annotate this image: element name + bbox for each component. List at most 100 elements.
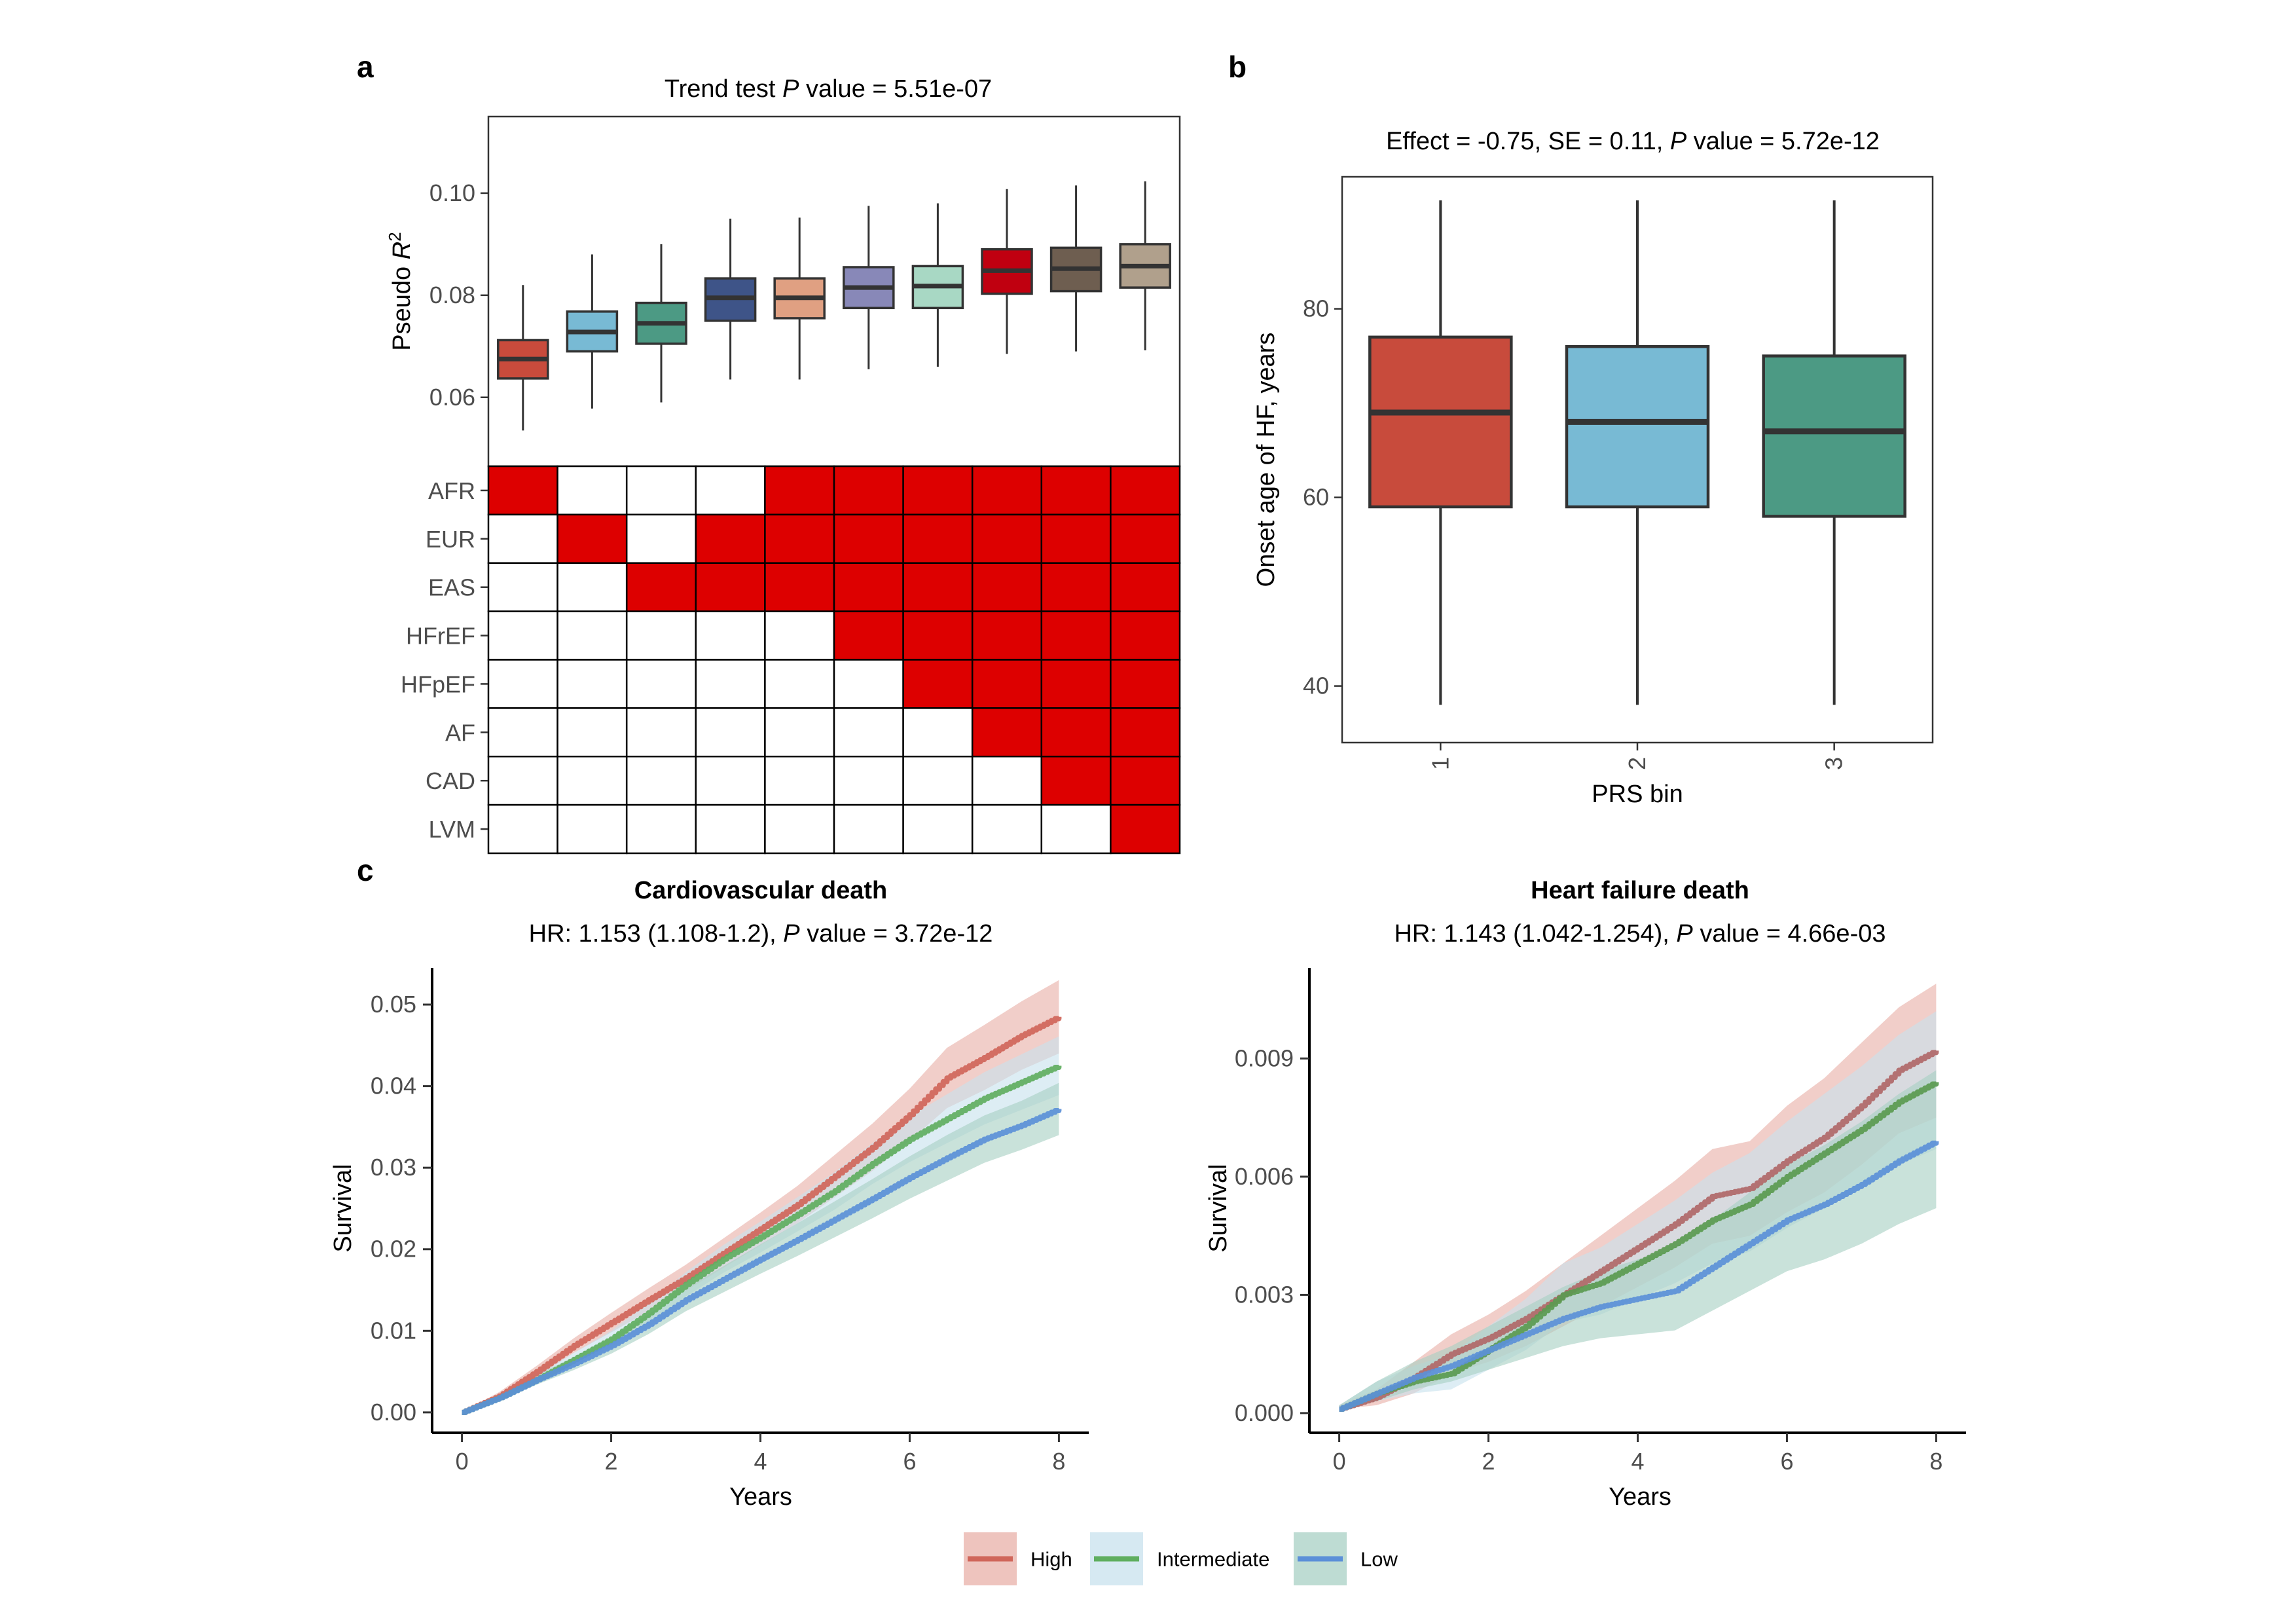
- cardiovascular-death-y-tick-label: 0.05: [371, 991, 416, 1018]
- panel-a-matrix-cell: [971, 562, 1043, 612]
- panel-a-matrix-cell: [695, 513, 766, 564]
- panel-a-matrix-cell: [487, 707, 558, 758]
- panel-a-matrix-cell: [1110, 659, 1181, 709]
- panel-a-matrix-cell: [487, 562, 558, 612]
- panel-b-y-tick-label: 80: [1303, 295, 1329, 322]
- panel-b-boxes: 1 2 3: [1368, 200, 1906, 770]
- heart-failure-death-line-low: [1339, 1140, 1939, 1412]
- panel-b-x-tick-label: 2: [1624, 757, 1650, 770]
- panel-a-matrix-cell: [487, 803, 558, 855]
- panel-b-box: [1565, 344, 1710, 509]
- cardiovascular-death-line-low: [462, 1108, 1062, 1415]
- cardiovascular-death-plot-area: 0.00 0.01 0.02 0.03 0.04 0.05 0 2 4 6 8: [371, 968, 1089, 1475]
- panel-a-matrix-cell: [902, 562, 974, 612]
- panel-a-matrix-cell: [625, 465, 697, 516]
- panel-a-matrix-cell: [625, 803, 697, 855]
- panel-c-label: c: [357, 853, 374, 887]
- heart-failure-death-x-tick-label: 8: [1929, 1448, 1942, 1475]
- heart-failure-death-line-high: [1339, 1050, 1939, 1412]
- panel-a-matrix-cell: [902, 465, 974, 516]
- panel-a-matrix-cell: [1040, 465, 1112, 516]
- panel-a-matrix-cell: [487, 659, 558, 709]
- panel-b-y-tick-label: 60: [1303, 484, 1329, 511]
- panel-a-matrix-cell: [487, 465, 558, 516]
- panel-b-y-axis: 40 60 80: [1303, 295, 1342, 699]
- heart-failure-death-y-tick-label: 0.006: [1235, 1163, 1294, 1190]
- panel-a-matrix-cell: [695, 465, 766, 516]
- panel-a-matrix-cell: [1110, 513, 1181, 564]
- cardiovascular-death-plot: Cardiovascular death HR: 1.153 (1.108-1.…: [329, 877, 1089, 1511]
- legend: High Intermediate Low: [964, 1532, 1398, 1585]
- panel-a-matrix-cell: [764, 756, 835, 806]
- panel-a-matrix-cell: [1110, 465, 1181, 516]
- panel-a-matrix-cell: [902, 803, 974, 855]
- heart-failure-death-plot: Heart failure death HR: 1.143 (1.042-1.2…: [1205, 877, 1966, 1511]
- panel-a-y-tick-label: 0.08: [429, 282, 475, 308]
- panel-a-matrix-cell: [556, 610, 628, 661]
- cardiovascular-death-x-tick-label: 0: [456, 1448, 469, 1475]
- cardiovascular-death-ci-band-low: [462, 1082, 1059, 1412]
- panel-b-box: [1368, 335, 1513, 509]
- panel-a-matrix-row-label: LVM: [429, 816, 475, 843]
- heart-failure-death-y-tick-label: 0.000: [1235, 1399, 1294, 1426]
- heart-failure-death-x-tick-label: 4: [1631, 1448, 1644, 1475]
- cardiovascular-death-x-tick-label: 4: [754, 1448, 767, 1475]
- panel-b-y-axis-title: Onset age of HF, years: [1252, 333, 1280, 587]
- panel-a-matrix-cell: [971, 756, 1043, 806]
- panel-a-matrix-row-label: HFpEF: [401, 671, 475, 697]
- panel-a-matrix-cell: [625, 610, 697, 661]
- panel-a-matrix-cell: [833, 465, 904, 516]
- panel-b-x-tick-label: 3: [1821, 757, 1848, 770]
- heart-failure-death-plot-area: 0.000 0.003 0.006 0.009 0 2 4 6 8: [1235, 968, 1966, 1475]
- panel-a-matrix-cell: [695, 803, 766, 855]
- panel-a-matrix-row-label: AF: [445, 719, 475, 746]
- panel-a-matrix-cell: [487, 756, 558, 806]
- panel-a-matrix-cell: [695, 562, 766, 612]
- panel-a-matrix-cell: [833, 756, 904, 806]
- panel-a-matrix-row-label: EAS: [428, 574, 475, 601]
- panel-a-matrix-cell: [1040, 513, 1112, 564]
- panel-b-box: [1762, 354, 1906, 518]
- cardiovascular-death-title: Cardiovascular death: [634, 877, 887, 904]
- panel-a-matrix-cell: [1040, 562, 1112, 612]
- panel-a-matrix-cell: [1040, 659, 1112, 709]
- panel-a-matrix-cell: [833, 659, 904, 709]
- panel-c: c Cardiovascular death HR: 1.153 (1.108-…: [329, 853, 1966, 1511]
- panel-a-matrix-cell: [902, 513, 974, 564]
- panel-a-matrix-row-label: AFR: [428, 477, 475, 504]
- panel-a-title: Trend test P value = 5.51e-07: [665, 75, 992, 103]
- legend-label-intermediate: Intermediate: [1157, 1548, 1269, 1571]
- panel-a-matrix-cell: [1110, 803, 1181, 855]
- panel-a-matrix-cell: [1110, 756, 1181, 806]
- panel-a-matrix-cell: [556, 803, 628, 855]
- panel-a-matrix-cell: [971, 803, 1043, 855]
- panel-b-y-tick-label: 40: [1303, 673, 1329, 699]
- heart-failure-death-ci-band-low: [1339, 1070, 1937, 1409]
- panel-a-y-axis: 0.06 0.08 0.10: [429, 179, 488, 411]
- legend-label-high: High: [1030, 1548, 1072, 1571]
- panel-b-label: b: [1228, 50, 1247, 84]
- panel-a-y-axis-title: Pseudo R2: [385, 232, 416, 350]
- panel-a-matrix-cell: [902, 707, 974, 758]
- panel-a-matrix-cell: [1040, 803, 1112, 855]
- panel-a-matrix-cell: [1040, 610, 1112, 661]
- panel-a-y-tick-label: 0.06: [429, 384, 475, 411]
- panel-a-matrix-cell: [764, 803, 835, 855]
- panel-a-y-tick-label: 0.10: [429, 179, 475, 206]
- panel-a-matrix-cell: [1040, 756, 1112, 806]
- panel-a-matrix-cell: [902, 756, 974, 806]
- legend-label-low: Low: [1360, 1548, 1398, 1571]
- heart-failure-death-y-tick-label: 0.003: [1235, 1281, 1294, 1308]
- cardiovascular-death-ci-band-intermediate: [462, 1036, 1059, 1412]
- cardiovascular-death-x-axis-title: Years: [729, 1483, 792, 1511]
- panel-a-matrix-cell: [971, 513, 1043, 564]
- panel-a-matrix-cell: [487, 610, 558, 661]
- cardiovascular-death-line-high: [462, 1016, 1062, 1415]
- heart-failure-death-line-intermediate: [1339, 1081, 1939, 1412]
- cardiovascular-death-subtitle: HR: 1.153 (1.108-1.2), P value = 3.72e-1…: [529, 920, 993, 948]
- panel-a-matrix-cell: [556, 707, 628, 758]
- heart-failure-death-x-tick-label: 0: [1333, 1448, 1346, 1475]
- panel-a-matrix-cell: [833, 562, 904, 612]
- panel-a-matrix-cell: [625, 562, 697, 612]
